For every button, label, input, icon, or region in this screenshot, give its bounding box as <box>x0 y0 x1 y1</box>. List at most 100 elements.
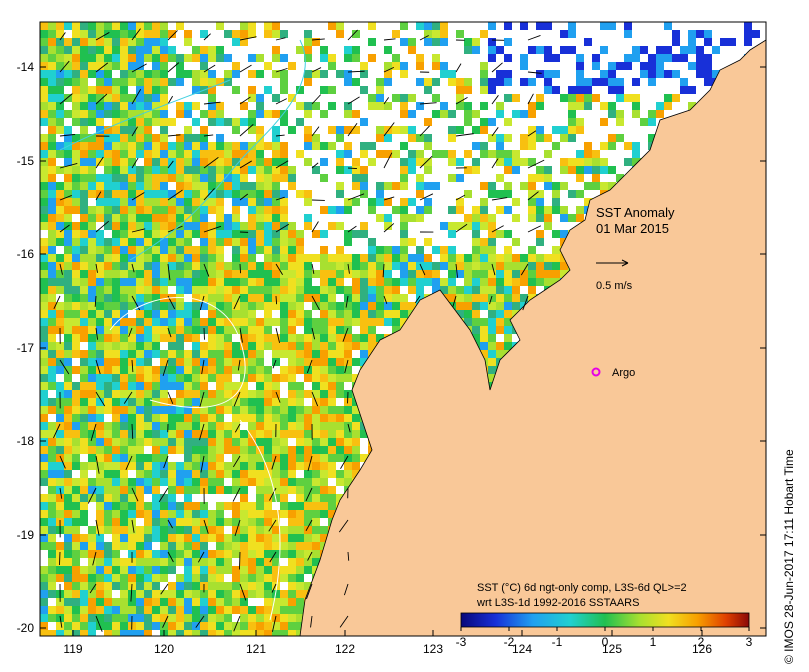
sst-cell <box>120 206 128 214</box>
sst-cell <box>40 102 48 110</box>
sst-cell <box>296 502 304 510</box>
sst-cell <box>632 102 640 110</box>
sst-cell <box>168 558 176 566</box>
sst-cell <box>264 318 272 326</box>
sst-cell <box>80 86 88 94</box>
sst-cell <box>64 374 72 382</box>
sst-cell <box>80 110 88 118</box>
sst-cell <box>392 206 400 214</box>
sst-cell <box>248 182 256 190</box>
sst-cell <box>104 438 112 446</box>
sst-cell <box>248 366 256 374</box>
sst-cell <box>488 270 496 278</box>
sst-cell <box>264 430 272 438</box>
sst-cell <box>192 462 200 470</box>
sst-cell <box>256 526 264 534</box>
sst-cell <box>248 70 256 78</box>
sst-cell <box>280 574 288 582</box>
sst-cell <box>320 526 328 534</box>
sst-cell <box>272 94 280 102</box>
sst-cell <box>296 150 304 158</box>
sst-cell <box>144 70 152 78</box>
sst-cell <box>720 38 728 46</box>
sst-cell <box>256 70 264 78</box>
sst-cell <box>104 454 112 462</box>
sst-cell <box>304 158 312 166</box>
sst-cell <box>312 454 320 462</box>
sst-cell <box>352 406 360 414</box>
sst-cell <box>104 102 112 110</box>
sst-cell <box>272 198 280 206</box>
sst-cell <box>112 54 120 62</box>
sst-cell <box>392 318 400 326</box>
sst-cell <box>120 78 128 86</box>
sst-cell <box>400 110 408 118</box>
sst-cell <box>56 278 64 286</box>
sst-cell <box>224 174 232 182</box>
sst-cell <box>160 518 168 526</box>
sst-cell <box>160 166 168 174</box>
sst-cell <box>232 294 240 302</box>
sst-cell <box>376 294 384 302</box>
sst-cell <box>280 158 288 166</box>
sst-cell <box>696 54 704 62</box>
sst-cell <box>320 302 328 310</box>
sst-cell <box>304 494 312 502</box>
sst-cell <box>344 462 352 470</box>
sst-cell <box>536 198 544 206</box>
sst-cell <box>248 126 256 134</box>
sst-cell <box>480 350 488 358</box>
sst-cell <box>464 222 472 230</box>
sst-cell <box>232 278 240 286</box>
sst-cell <box>296 550 304 558</box>
sst-cell <box>152 382 160 390</box>
sst-cell <box>312 166 320 174</box>
sst-cell <box>136 366 144 374</box>
sst-cell <box>528 78 536 86</box>
sst-cell <box>112 222 120 230</box>
sst-cell <box>104 222 112 230</box>
sst-cell <box>48 22 56 30</box>
sst-cell <box>112 334 120 342</box>
sst-cell <box>216 406 224 414</box>
sst-cell <box>48 430 56 438</box>
sst-cell <box>320 342 328 350</box>
sst-cell <box>288 558 296 566</box>
sst-cell <box>120 478 128 486</box>
sst-cell <box>96 174 104 182</box>
sst-cell <box>144 182 152 190</box>
sst-cell <box>544 134 552 142</box>
sst-cell <box>192 222 200 230</box>
sst-cell <box>576 78 584 86</box>
sst-cell <box>168 374 176 382</box>
sst-cell <box>216 22 224 30</box>
sst-cell <box>632 46 640 54</box>
sst-cell <box>304 470 312 478</box>
sst-cell <box>56 190 64 198</box>
sst-cell <box>456 102 464 110</box>
sst-cell <box>168 566 176 574</box>
sst-cell <box>568 214 576 222</box>
sst-cell <box>224 230 232 238</box>
sst-cell <box>96 342 104 350</box>
sst-cell <box>88 342 96 350</box>
sst-cell <box>496 310 504 318</box>
sst-cell <box>216 358 224 366</box>
sst-cell <box>320 438 328 446</box>
sst-cell <box>424 78 432 86</box>
sst-cell <box>184 566 192 574</box>
sst-cell <box>168 278 176 286</box>
sst-cell <box>192 214 200 222</box>
sst-cell <box>384 102 392 110</box>
sst-cell <box>144 166 152 174</box>
sst-cell <box>480 270 488 278</box>
sst-cell <box>48 54 56 62</box>
sst-cell <box>128 182 136 190</box>
sst-cell <box>224 374 232 382</box>
sst-cell <box>184 494 192 502</box>
sst-cell <box>168 534 176 542</box>
sst-cell <box>208 318 216 326</box>
sst-cell <box>224 542 232 550</box>
sst-cell <box>264 174 272 182</box>
sst-cell <box>152 486 160 494</box>
